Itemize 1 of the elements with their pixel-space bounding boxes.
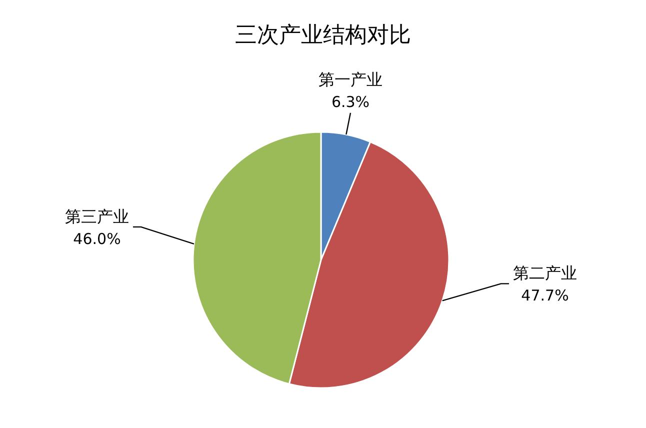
title: 三次产业结构对比 bbox=[235, 23, 411, 48]
